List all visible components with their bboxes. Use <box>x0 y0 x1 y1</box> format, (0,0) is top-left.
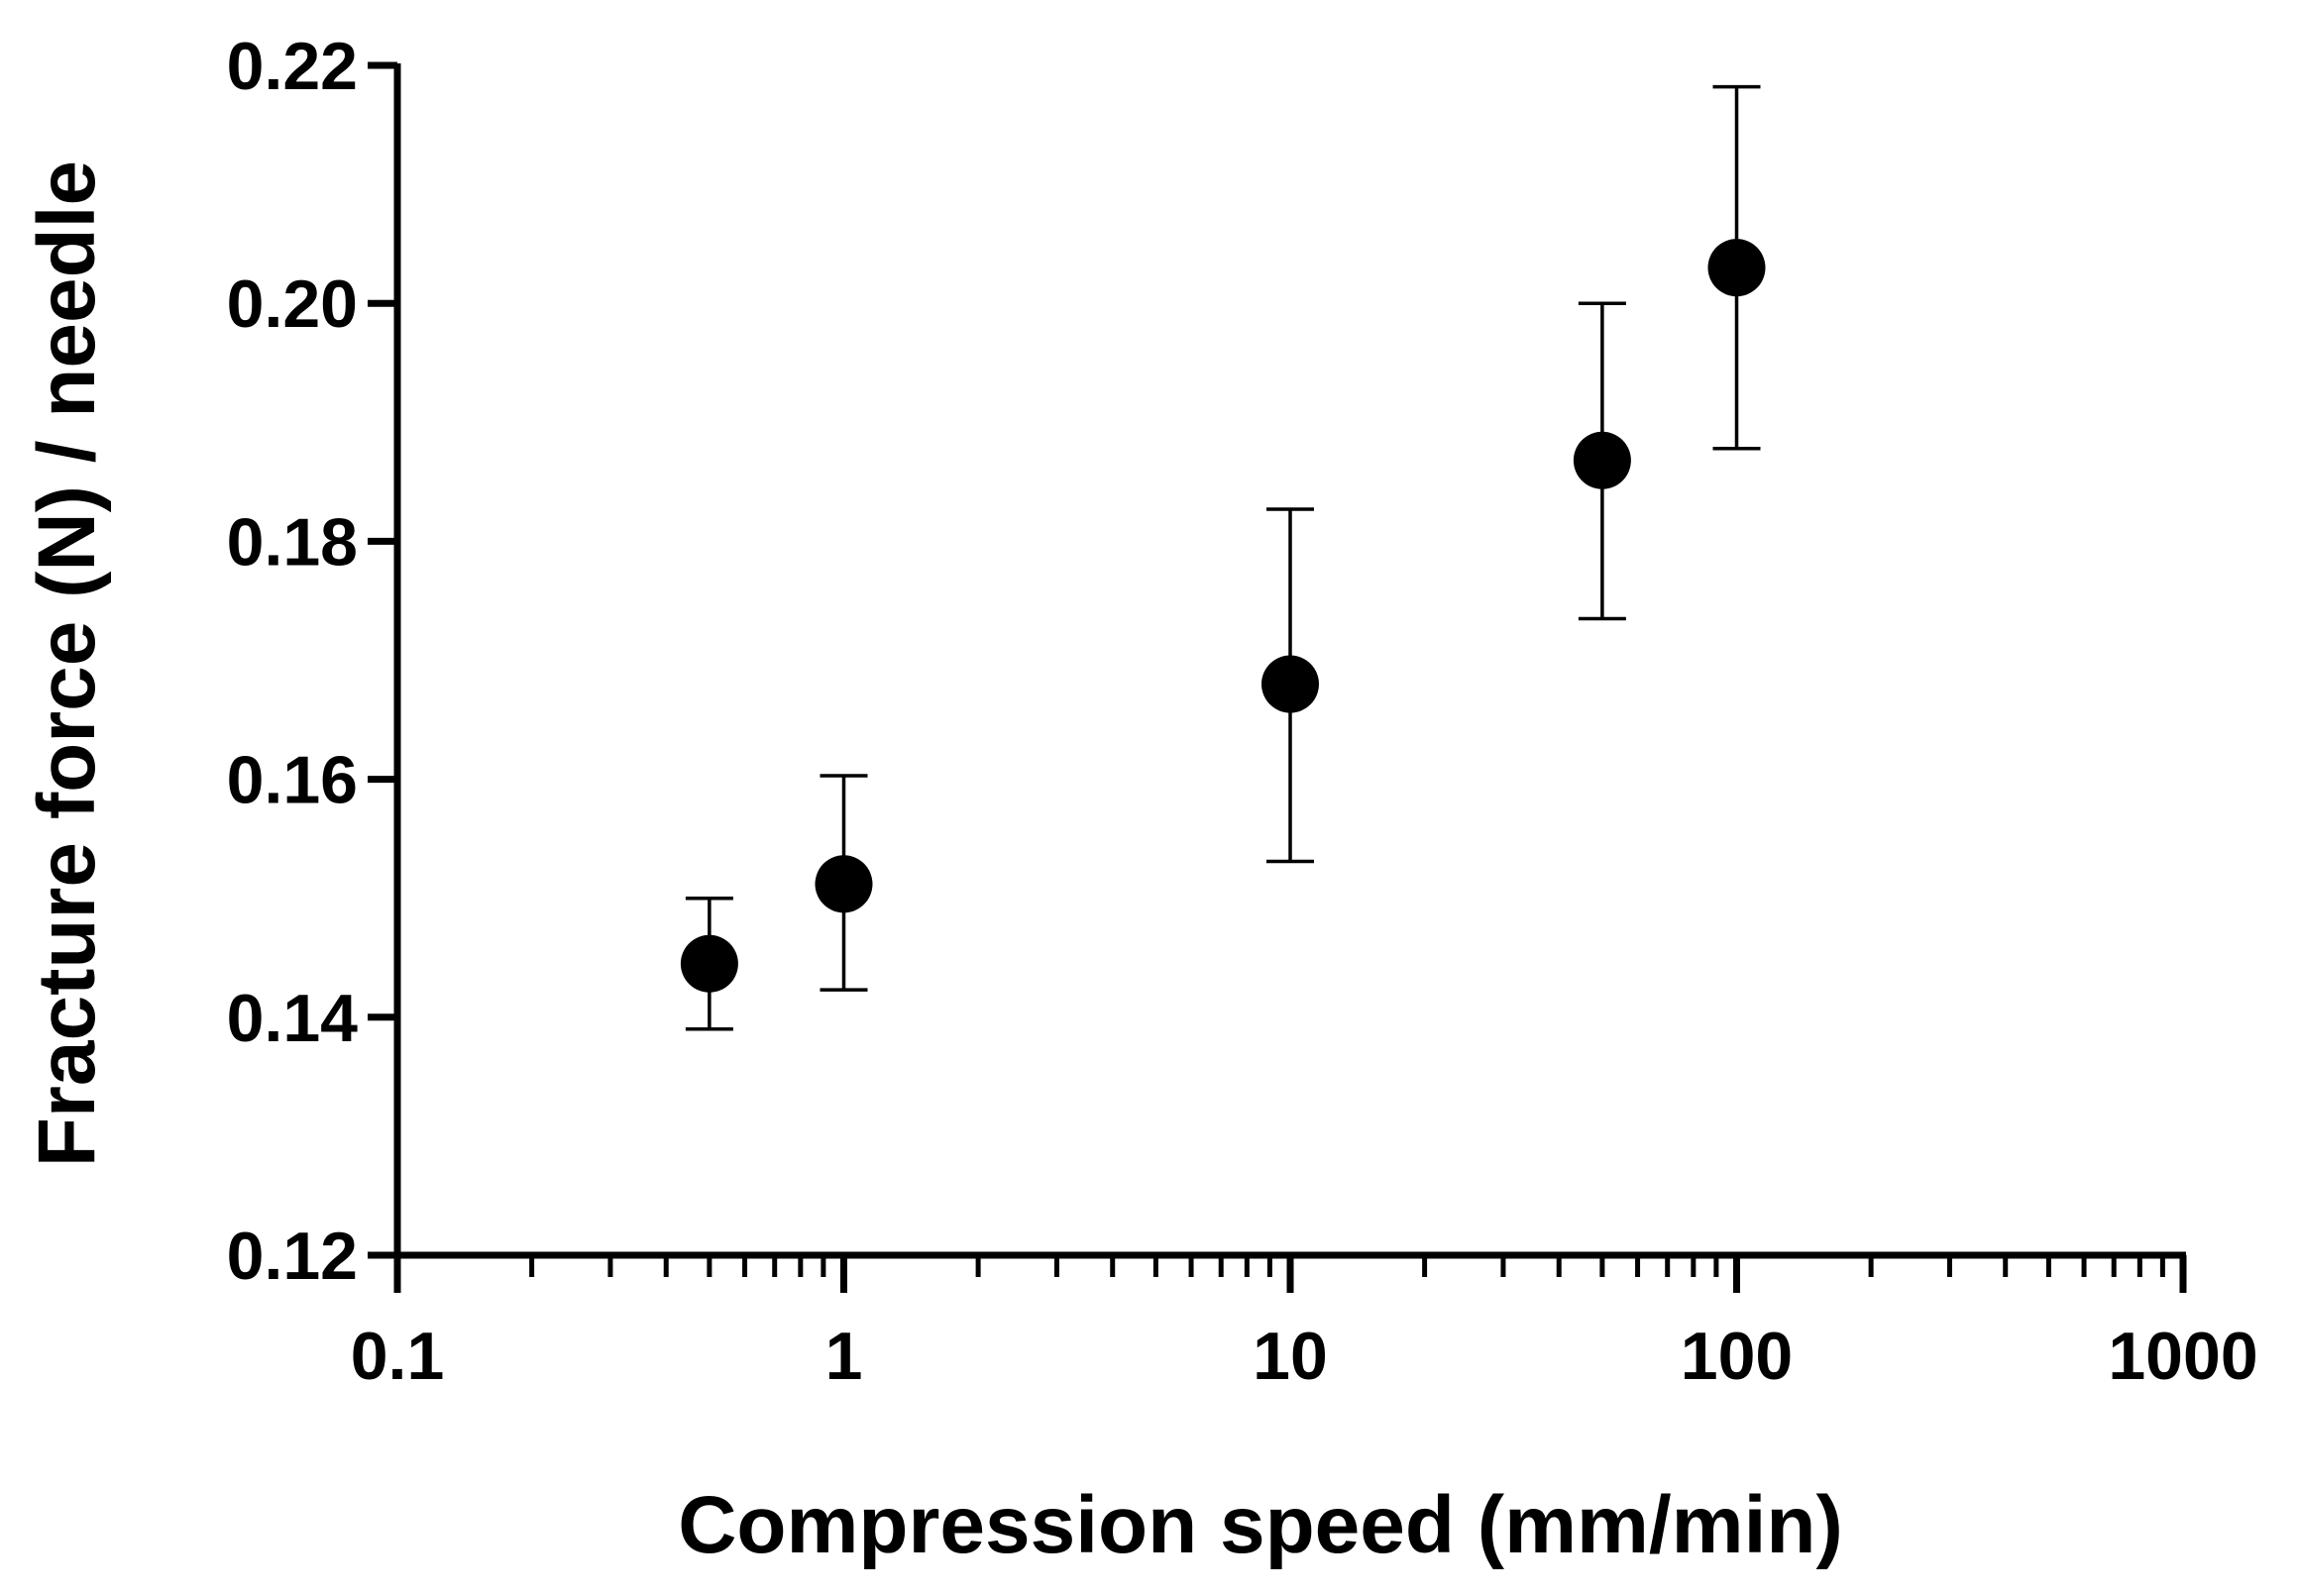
data-points <box>680 239 1766 993</box>
x-tick-label: 1000 <box>2108 1319 2257 1394</box>
x-tick-label: 0.1 <box>351 1319 445 1394</box>
x-tick-label: 10 <box>1253 1319 1328 1394</box>
y-axis: 0.12 0.14 0.16 0.18 0.20 0.22 <box>227 29 401 1294</box>
data-point <box>1261 655 1319 713</box>
y-tick-label: 0.22 <box>227 29 358 104</box>
y-tick-label: 0.20 <box>227 266 358 342</box>
y-axis-title: Fracture force (N) / needle <box>22 160 112 1167</box>
y-tick-label: 0.16 <box>227 743 358 818</box>
x-tick-label: 100 <box>1681 1319 1793 1394</box>
x-axis-title: Compression speed (mm/min) <box>678 1480 1843 1570</box>
data-point <box>1707 239 1766 297</box>
x-axis: 0.1 1 10 100 1000 <box>351 1251 2258 1394</box>
y-tick-label: 0.12 <box>227 1219 358 1294</box>
data-point <box>815 855 873 913</box>
x-tick-label: 1 <box>825 1319 863 1394</box>
y-tick-label: 0.18 <box>227 504 358 580</box>
y-tick-label: 0.14 <box>227 981 359 1056</box>
data-point <box>680 934 738 993</box>
data-point <box>1573 431 1631 489</box>
